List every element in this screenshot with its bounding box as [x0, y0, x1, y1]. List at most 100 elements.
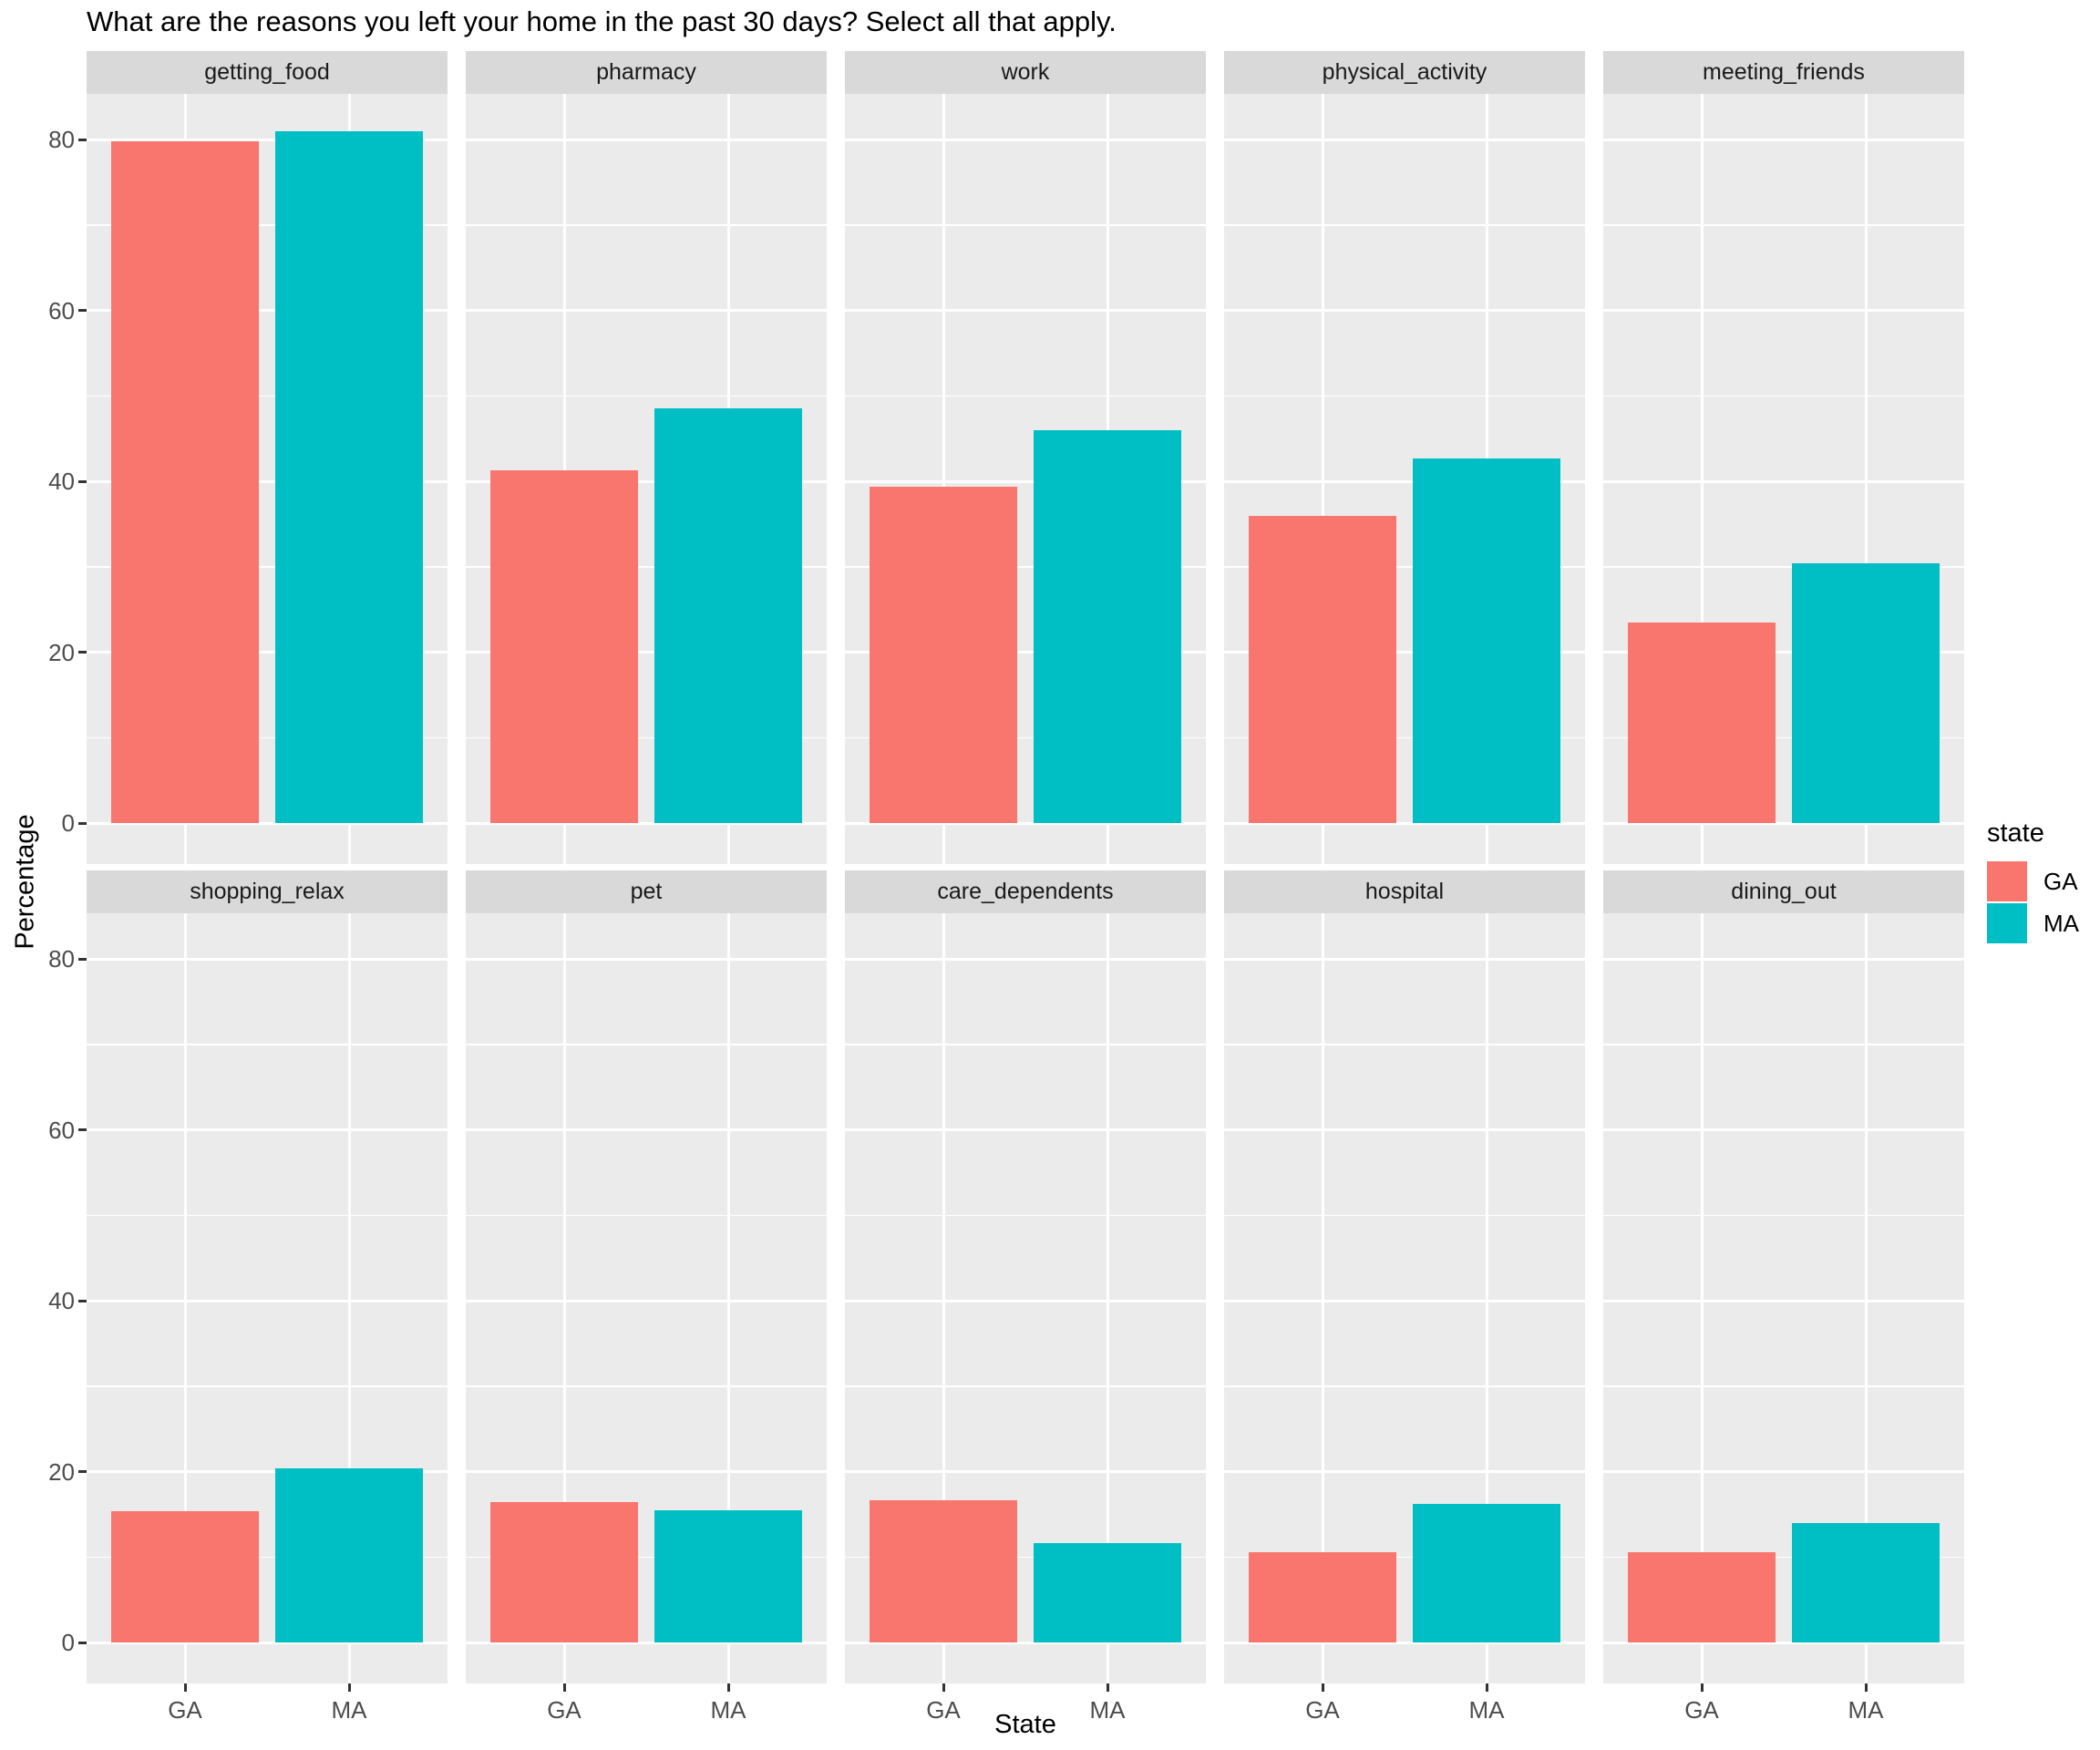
gridline-major-y60	[845, 1128, 1206, 1132]
gridline-major-y20	[87, 1470, 448, 1474]
y-tick-label-40: 40	[48, 1287, 75, 1315]
gridline-minor-y50	[87, 395, 448, 397]
gridline-minor-y70	[1603, 1044, 1964, 1045]
bar-ga-pharmacy	[490, 470, 638, 823]
legend-entries: GA MA	[1987, 861, 2079, 943]
gridline-minor-y50	[1224, 395, 1585, 397]
facet-strip-pet: pet	[466, 870, 827, 913]
legend-swatch-MA	[1987, 903, 2027, 943]
x-tick-mark-GA	[1700, 1683, 1704, 1692]
gridline-minor-y50	[87, 1214, 448, 1217]
gridline-minor-y30	[1603, 1385, 1964, 1387]
gridline-major-y20	[87, 651, 448, 654]
gridline-major-y60	[845, 309, 1206, 313]
x-tick-mark-MA	[1864, 1683, 1868, 1692]
facet-label-getting_food: getting_food	[204, 59, 330, 85]
gridline-x-GA	[942, 913, 945, 1683]
gridline-major-y0	[466, 1641, 827, 1644]
bar-ma-hospital	[1413, 1504, 1560, 1642]
gridline-major-y20	[1603, 651, 1964, 654]
gridline-minor-y10	[1224, 1556, 1585, 1559]
x-tick-label-GA: GA	[1684, 1696, 1719, 1724]
gridline-major-y60	[1603, 1128, 1964, 1132]
y-tick-mark-60	[78, 309, 87, 313]
y-tick-mark-20	[78, 1470, 87, 1474]
bar-ma-pet	[654, 1509, 802, 1642]
gridline-x-MA	[347, 913, 351, 1683]
gridline-minor-y50	[1603, 1214, 1964, 1217]
gridline-major-y0	[1603, 1641, 1964, 1644]
gridline-major-y80	[87, 957, 448, 961]
y-tick-label-20: 20	[48, 638, 75, 666]
gridline-minor-y10	[1603, 736, 1964, 739]
facet-panel-meeting_friends	[1603, 94, 1964, 864]
bar-ga-work	[870, 486, 1017, 823]
gridline-major-y80	[87, 138, 448, 141]
gridline-major-y40	[87, 479, 448, 483]
gridline-minor-y70	[466, 1044, 827, 1045]
y-tick-label-40: 40	[48, 468, 75, 496]
facet-panel-getting_food	[87, 94, 448, 864]
gridline-major-y80	[466, 138, 827, 141]
facet-label-pet: pet	[630, 879, 663, 904]
gridline-minor-y30	[87, 566, 448, 568]
gridline-major-y80	[466, 957, 827, 961]
y-tick-mark-40	[78, 479, 87, 483]
legend-entry-MA: MA	[1987, 903, 2079, 943]
gridline-minor-y30	[845, 1385, 1206, 1387]
y-tick-mark-20	[78, 651, 87, 654]
x-tick-label-GA: GA	[547, 1696, 582, 1724]
legend-label-MA: MA	[2043, 909, 2079, 937]
x-tick-mark-GA	[1321, 1683, 1324, 1692]
legend-label-GA: GA	[2043, 867, 2078, 895]
gridline-major-y80	[845, 957, 1206, 961]
gridline-x-GA	[942, 94, 945, 864]
facet-label-work: work	[1001, 59, 1050, 85]
x-axis-title: State	[994, 1710, 1056, 1739]
gridline-major-y40	[1603, 479, 1964, 483]
gridline-x-GA	[1700, 913, 1704, 1683]
gridline-major-y60	[466, 1128, 827, 1132]
gridline-minor-y50	[1603, 395, 1964, 397]
facet-strip-pharmacy: pharmacy	[466, 51, 827, 94]
facet-panel-care_dependents	[845, 913, 1206, 1683]
gridline-minor-y30	[845, 566, 1206, 568]
legend-swatch-GA	[1987, 861, 2027, 901]
y-tick-label-0: 0	[61, 1629, 75, 1656]
gridline-major-y20	[1224, 651, 1585, 654]
facet-label-care_dependents: care_dependents	[937, 879, 1114, 904]
gridline-major-y60	[1224, 1128, 1585, 1132]
y-tick-mark-60	[78, 1128, 87, 1132]
gridline-minor-y30	[1224, 1385, 1585, 1387]
gridline-x-GA	[183, 913, 187, 1683]
gridline-x-MA	[1106, 913, 1109, 1683]
facet-panel-hospital	[1224, 913, 1585, 1683]
gridline-x-GA	[1321, 913, 1324, 1683]
chart-title: What are the reasons you left your home …	[87, 5, 1117, 37]
gridline-major-y40	[466, 1299, 827, 1302]
x-tick-label-MA: MA	[331, 1696, 367, 1724]
gridline-major-y0	[845, 1641, 1206, 1644]
gridline-minor-y30	[466, 1385, 827, 1387]
facet-strip-care_dependents: care_dependents	[845, 870, 1206, 913]
bar-ma-meeting_friends	[1792, 563, 1940, 823]
gridline-major-y40	[1224, 1299, 1585, 1302]
gridline-minor-y70	[1224, 224, 1585, 226]
facet-strip-dining_out: dining_out	[1603, 870, 1964, 913]
x-tick-mark-MA	[347, 1683, 351, 1692]
bar-ga-shopping_relax	[111, 1510, 259, 1642]
gridline-minor-y10	[87, 1556, 448, 1559]
x-tick-label-GA: GA	[1305, 1696, 1340, 1724]
x-tick-mark-GA	[942, 1683, 945, 1692]
facet-panel-pet	[466, 913, 827, 1683]
bar-ma-care_dependents	[1034, 1543, 1181, 1642]
bar-ma-shopping_relax	[275, 1467, 423, 1642]
gridline-major-y40	[845, 479, 1206, 483]
bar-ma-getting_food	[275, 131, 423, 823]
facet-panel-physical_activity	[1224, 94, 1585, 864]
y-tick-label-80: 80	[48, 945, 75, 973]
gridline-major-y0	[845, 821, 1206, 825]
gridline-major-y20	[845, 1470, 1206, 1474]
legend: state GA MA	[1987, 818, 2079, 945]
x-tick-label-GA: GA	[168, 1696, 202, 1724]
